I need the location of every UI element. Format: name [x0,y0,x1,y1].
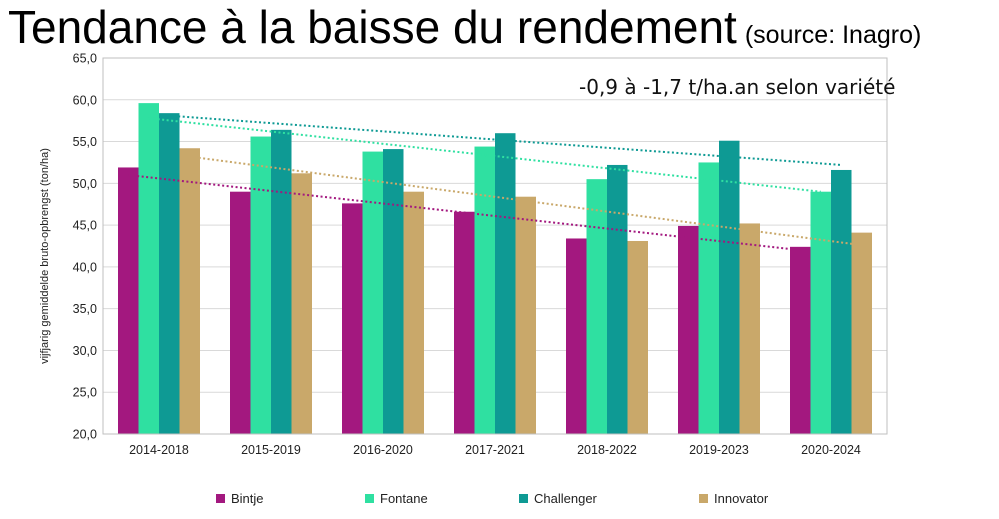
legend-label-bintje: Bintje [231,491,264,506]
trendlines [128,114,862,252]
bar-innovator-2016-2020 [403,191,424,434]
page-title: Tendance à la baisse du rendement (source… [8,0,921,54]
bar-fontane-2017-2021 [474,146,495,434]
y-tick-label: 50,0 [73,177,97,191]
annotation: -0,9 à -1,7 t/ha.an selon variété [579,75,895,99]
x-tick-label: 2016-2020 [353,443,413,457]
bar-bintje-2019-2023 [678,225,699,434]
legend-swatch-bintje [216,494,225,503]
y-tick-label: 60,0 [73,93,97,107]
legend: Bintje Fontane Challenger Innovator [216,491,769,506]
y-tick-label: 65,0 [73,52,97,66]
bar-fontane-2015-2019 [250,136,271,434]
bar-innovator-2017-2021 [515,196,536,434]
legend-swatch-challenger [519,494,528,503]
trendline-bintje [128,173,801,252]
x-tick-label: 2017-2021 [465,443,525,457]
bar-challenger-2019-2023 [719,140,740,434]
bar-bintje-2016-2020 [342,203,363,434]
bar-innovator-2018-2022 [627,240,648,434]
x-tick-label: 2018-2022 [577,443,637,457]
bar-challenger-2020-2024 [831,169,852,434]
legend-label-fontane: Fontane [380,491,428,506]
source-text: (source: Inagro) [744,21,922,49]
bar-innovator-2019-2023 [739,223,760,434]
y-tick-label: 20,0 [73,428,97,442]
title-text: Tendance à la baisse du rendement [8,1,737,53]
y-tick-label: 30,0 [73,344,97,358]
bar-bintje-2015-2019 [230,191,251,434]
x-tick-label: 2014-2018 [129,443,189,457]
bar-challenger-2018-2022 [607,164,628,434]
legend-label-innovator: Innovator [714,491,769,506]
x-tick-label: 2019-2023 [689,443,749,457]
bar-challenger-2015-2019 [271,129,292,434]
y-tick-label: 45,0 [73,219,97,233]
x-tick-label: 2020-2024 [801,443,861,457]
legend-swatch-fontane [365,494,374,503]
x-tick-label: 2015-2019 [241,443,301,457]
bar-innovator-2020-2024 [851,232,872,434]
bar-bintje-2020-2024 [790,246,811,434]
bar-fontane-2016-2020 [362,151,383,435]
axes: 20,0 25,0 30,0 35,0 40,0 45,0 50,0 55,0 60,0 65,0… [73,52,888,457]
trendline-innovator [189,155,862,247]
bar-fontane-2018-2022 [586,179,607,434]
bar-bintje-2014-2018 [118,167,139,435]
bar-innovator-2014-2018 [179,148,200,435]
y-tick-label: 35,0 [73,302,97,316]
bar-challenger-2017-2021 [495,133,516,434]
y-tick-label: 40,0 [73,260,97,274]
y-tick-label: 25,0 [73,386,97,400]
bar-bintje-2018-2022 [566,238,587,434]
bars [118,103,872,435]
trendline-fontane [148,117,821,193]
y-tick-label: 55,0 [73,135,97,149]
bar-fontane-2020-2024 [810,191,831,434]
bar-challenger-2014-2018 [159,113,180,434]
y-axis-label: vijfjarig gemiddelde bruto-opbrengst (to… [39,148,51,364]
bar-fontane-2014-2018 [138,103,159,435]
bar-fontane-2019-2023 [698,162,719,434]
bar-challenger-2016-2020 [383,149,404,434]
legend-swatch-innovator [699,494,708,503]
legend-label-challenger: Challenger [534,491,598,506]
bar-innovator-2015-2019 [291,173,312,434]
plot-area-border [102,57,888,435]
bar-bintje-2017-2021 [454,211,475,434]
